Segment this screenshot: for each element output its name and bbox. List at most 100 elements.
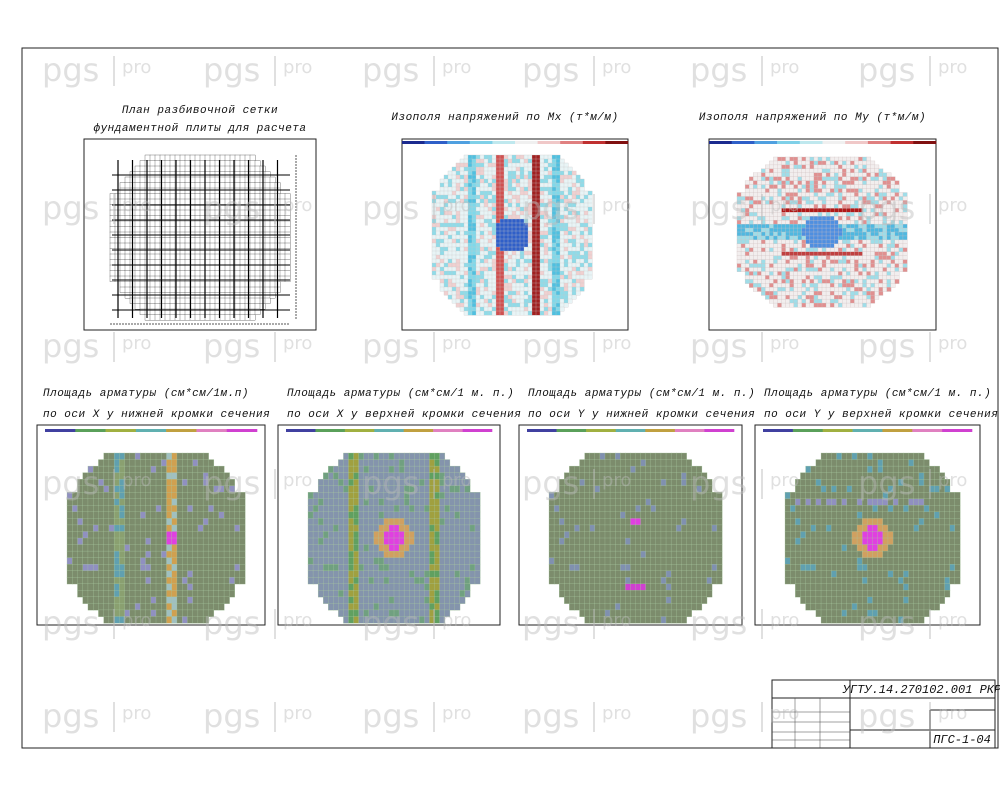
cell bbox=[491, 210, 497, 216]
cell bbox=[809, 196, 815, 201]
cell bbox=[208, 505, 215, 513]
cell bbox=[838, 180, 843, 186]
cell bbox=[208, 590, 215, 598]
cell bbox=[793, 263, 799, 268]
cell bbox=[789, 271, 795, 276]
cell bbox=[821, 243, 827, 249]
cell bbox=[218, 590, 225, 598]
cell bbox=[519, 298, 525, 304]
cell bbox=[495, 198, 501, 204]
cell bbox=[439, 226, 445, 232]
cell bbox=[870, 267, 876, 272]
cell bbox=[129, 459, 136, 467]
cell bbox=[854, 180, 859, 186]
cell bbox=[239, 270, 246, 277]
cell bbox=[239, 248, 246, 255]
cell bbox=[269, 182, 276, 189]
cell bbox=[491, 238, 497, 244]
cell bbox=[817, 188, 823, 193]
cell bbox=[882, 259, 888, 265]
cell bbox=[66, 505, 73, 513]
cell bbox=[224, 242, 231, 249]
cell bbox=[435, 234, 441, 240]
cell bbox=[870, 287, 876, 292]
cell bbox=[777, 168, 782, 174]
cell bbox=[208, 531, 215, 539]
cell bbox=[846, 160, 851, 166]
cell bbox=[866, 164, 872, 170]
cell bbox=[563, 166, 569, 172]
cell bbox=[519, 262, 525, 268]
cell bbox=[902, 263, 908, 268]
cell bbox=[145, 524, 152, 532]
cell bbox=[801, 302, 807, 308]
cell bbox=[323, 492, 329, 500]
cell bbox=[471, 222, 477, 228]
cell bbox=[103, 492, 110, 500]
cell bbox=[219, 165, 226, 172]
cell bbox=[894, 275, 900, 280]
cell bbox=[483, 198, 489, 204]
cell bbox=[575, 238, 581, 244]
cell bbox=[874, 263, 880, 268]
cell bbox=[797, 295, 803, 300]
cell bbox=[455, 290, 461, 296]
cell bbox=[333, 544, 339, 552]
cell bbox=[77, 537, 84, 545]
cell bbox=[171, 524, 178, 532]
cell bbox=[108, 459, 115, 467]
cell bbox=[145, 518, 152, 526]
cell bbox=[789, 156, 795, 162]
cell bbox=[343, 472, 349, 480]
cell bbox=[223, 590, 230, 598]
cell bbox=[761, 176, 766, 182]
cell bbox=[523, 266, 529, 272]
cell bbox=[144, 160, 151, 167]
cell bbox=[757, 216, 762, 221]
cell bbox=[503, 258, 509, 264]
cell bbox=[192, 577, 199, 585]
cell bbox=[854, 231, 859, 237]
cell bbox=[858, 235, 863, 241]
cell bbox=[145, 583, 152, 591]
cell bbox=[761, 235, 766, 241]
cell bbox=[503, 226, 509, 232]
cell bbox=[503, 166, 509, 172]
cell bbox=[209, 171, 216, 178]
cell bbox=[113, 537, 120, 545]
cell bbox=[829, 291, 835, 296]
cell bbox=[363, 511, 370, 519]
cell bbox=[874, 247, 880, 253]
cell bbox=[870, 259, 876, 265]
cell bbox=[821, 231, 827, 237]
cell bbox=[866, 227, 872, 233]
cell bbox=[98, 550, 105, 559]
cell bbox=[159, 176, 166, 183]
cell bbox=[515, 218, 521, 224]
cell bbox=[154, 171, 161, 178]
cell bbox=[204, 182, 211, 189]
cell bbox=[511, 242, 517, 248]
cell bbox=[838, 291, 843, 296]
cell bbox=[507, 230, 513, 236]
cell bbox=[487, 198, 493, 204]
cell bbox=[155, 577, 162, 585]
cell bbox=[224, 248, 231, 255]
color-bar-segment bbox=[45, 429, 76, 432]
cell bbox=[829, 156, 835, 162]
cell bbox=[150, 583, 157, 591]
color-bar-segment bbox=[731, 141, 755, 144]
cell bbox=[491, 266, 497, 272]
cell bbox=[187, 583, 194, 591]
cell bbox=[793, 255, 799, 261]
cell bbox=[583, 234, 589, 240]
cell bbox=[348, 511, 354, 519]
cell bbox=[507, 298, 513, 304]
cell bbox=[579, 242, 585, 248]
cell bbox=[194, 154, 201, 161]
cell bbox=[279, 270, 286, 277]
cell bbox=[587, 262, 593, 268]
cell bbox=[487, 238, 493, 244]
cell bbox=[373, 511, 380, 519]
